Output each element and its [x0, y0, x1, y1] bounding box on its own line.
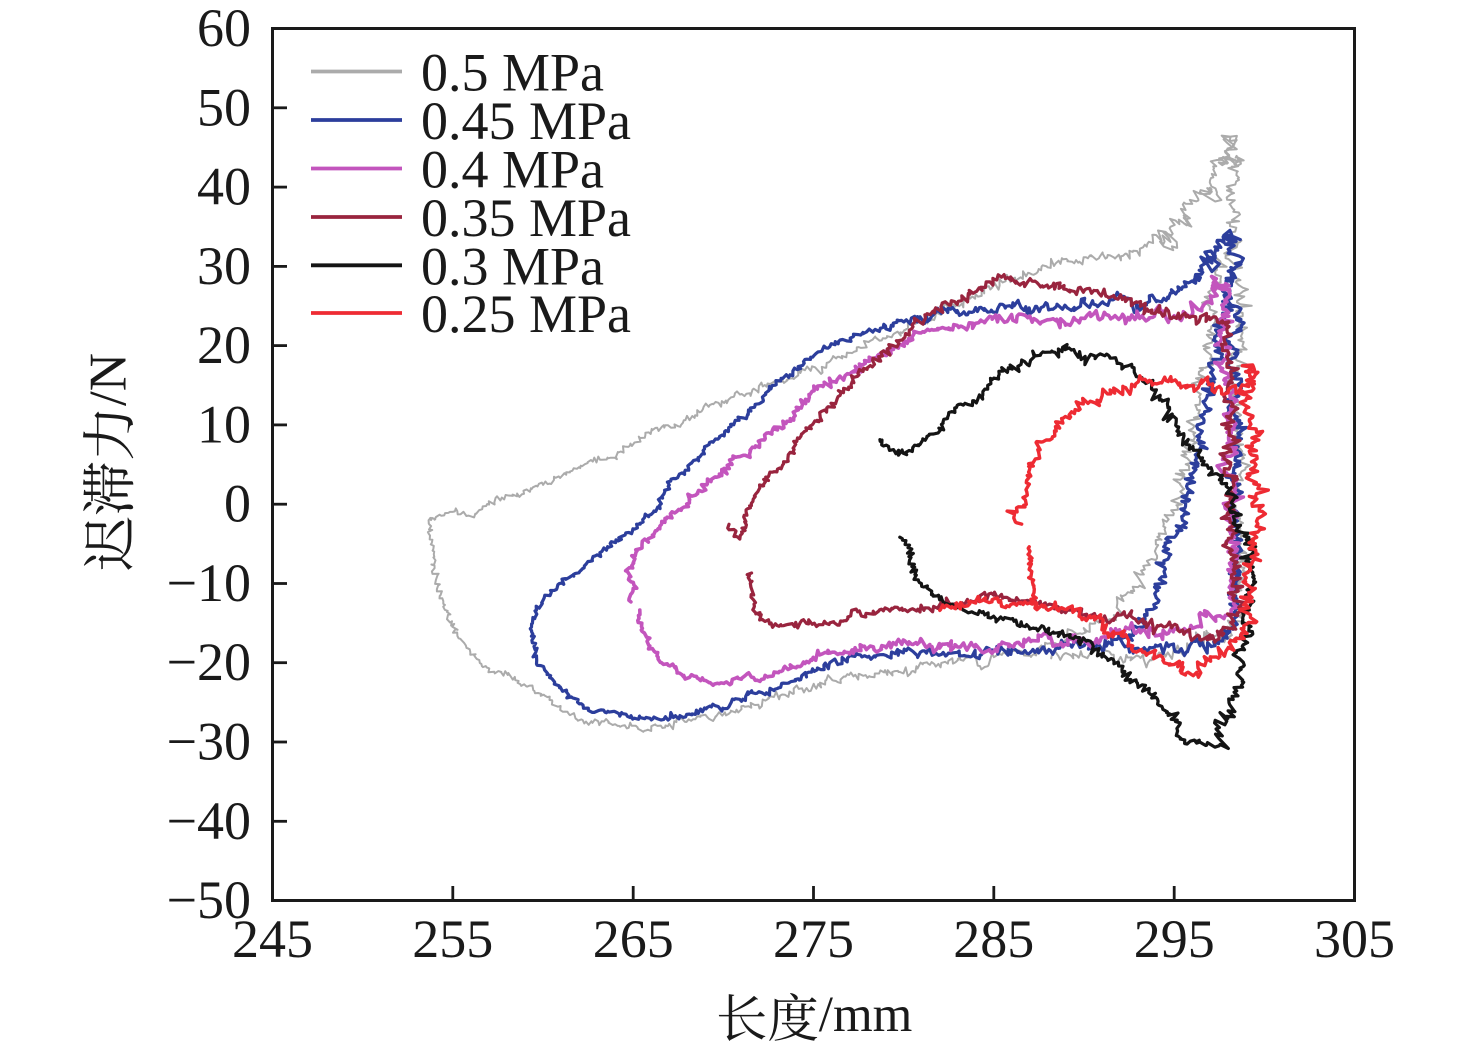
svg-text:30: 30 — [197, 236, 251, 296]
svg-text:/mm: /mm — [819, 987, 913, 1043]
svg-text:295: 295 — [1134, 909, 1215, 969]
svg-text:20: 20 — [197, 315, 251, 375]
svg-text:50: 50 — [197, 77, 251, 137]
svg-text:−30: −30 — [167, 712, 251, 772]
svg-text:40: 40 — [197, 157, 251, 217]
svg-text:10: 10 — [197, 394, 251, 454]
svg-text:−40: −40 — [167, 791, 251, 851]
svg-text:275: 275 — [773, 909, 854, 969]
svg-text:0.45 MPa: 0.45 MPa — [421, 91, 631, 151]
svg-text:0.4 MPa: 0.4 MPa — [421, 140, 604, 200]
svg-text:305: 305 — [1314, 909, 1395, 969]
svg-text:−20: −20 — [167, 632, 251, 692]
svg-text:265: 265 — [593, 909, 674, 969]
svg-text:0.5 MPa: 0.5 MPa — [421, 43, 604, 103]
svg-text:−10: −10 — [167, 553, 251, 613]
svg-text:0.3 MPa: 0.3 MPa — [421, 236, 604, 296]
svg-text:60: 60 — [197, 0, 251, 58]
svg-text:0.25 MPa: 0.25 MPa — [421, 284, 631, 344]
svg-text:/N: /N — [80, 353, 138, 406]
svg-text:−50: −50 — [167, 870, 251, 930]
svg-text:255: 255 — [412, 909, 493, 969]
svg-text:0.35 MPa: 0.35 MPa — [421, 188, 631, 248]
svg-text:245: 245 — [232, 909, 313, 969]
svg-text:285: 285 — [953, 909, 1034, 969]
svg-text:0: 0 — [224, 474, 251, 534]
